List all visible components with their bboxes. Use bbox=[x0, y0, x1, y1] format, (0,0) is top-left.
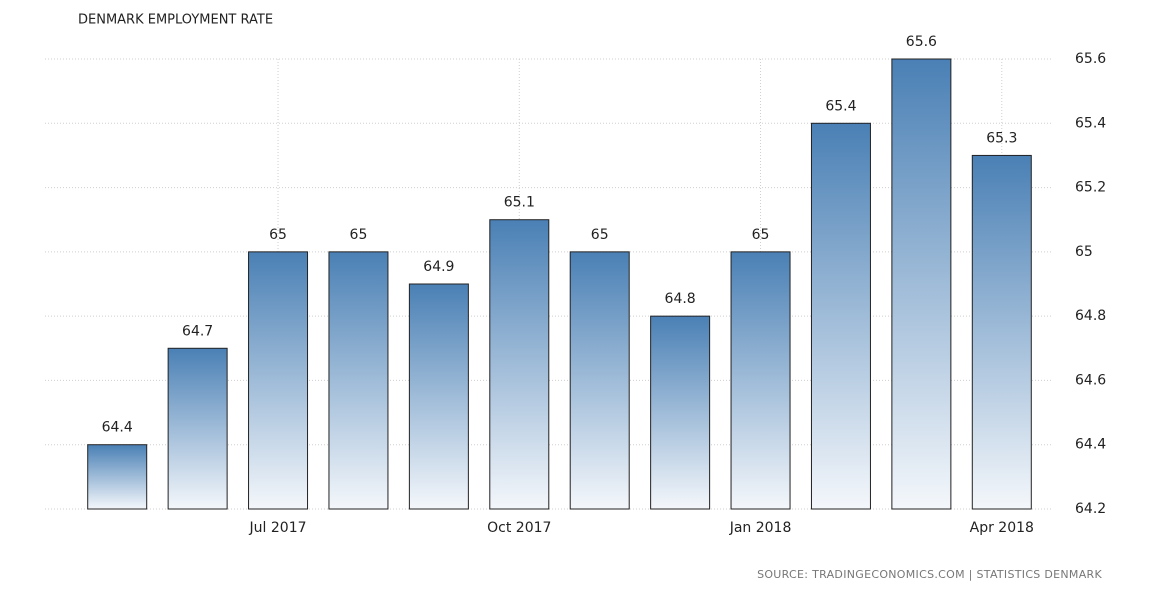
bar bbox=[569, 251, 630, 510]
value-label: 65 bbox=[591, 227, 609, 243]
x-tick-label: Oct 2017 bbox=[487, 520, 551, 536]
bar bbox=[248, 251, 309, 510]
y-tick-label: 65.4 bbox=[1075, 115, 1106, 131]
bar bbox=[328, 251, 389, 510]
source-note: SOURCE: TRADINGECONOMICS.COM | STATISTIC… bbox=[757, 568, 1102, 581]
value-label: 65 bbox=[350, 227, 368, 243]
y-tick-label: 64.6 bbox=[1075, 372, 1106, 388]
bar bbox=[730, 251, 791, 510]
bar bbox=[489, 219, 550, 510]
y-tick-label: 64.8 bbox=[1075, 308, 1106, 324]
chart-title: DENMARK EMPLOYMENT RATE bbox=[78, 13, 273, 28]
y-tick-label: 65 bbox=[1075, 244, 1093, 260]
value-label: 65 bbox=[269, 227, 287, 243]
bar bbox=[650, 315, 711, 510]
value-label: 65.3 bbox=[986, 130, 1017, 146]
y-tick-label: 64.4 bbox=[1075, 437, 1106, 453]
bar bbox=[810, 122, 871, 510]
value-label: 65.6 bbox=[906, 34, 937, 50]
bar bbox=[408, 283, 469, 510]
y-tick-label: 65.2 bbox=[1075, 180, 1106, 196]
x-tick-label: Jul 2017 bbox=[249, 520, 307, 536]
y-tick-label: 64.2 bbox=[1075, 501, 1106, 517]
value-label: 65.4 bbox=[825, 98, 856, 114]
x-tick-label: Apr 2018 bbox=[970, 520, 1034, 536]
y-tick-label: 65.6 bbox=[1075, 51, 1106, 67]
bar bbox=[971, 154, 1032, 510]
value-label: 64.7 bbox=[182, 323, 213, 339]
value-label: 65 bbox=[752, 227, 770, 243]
value-label: 64.4 bbox=[102, 420, 133, 436]
x-tick-label: Jan 2018 bbox=[729, 520, 792, 536]
bar bbox=[87, 444, 148, 510]
bar bbox=[891, 58, 952, 510]
bar bbox=[167, 347, 228, 510]
value-label: 64.8 bbox=[665, 291, 696, 307]
value-label: 64.9 bbox=[423, 259, 454, 275]
value-label: 65.1 bbox=[504, 195, 535, 211]
